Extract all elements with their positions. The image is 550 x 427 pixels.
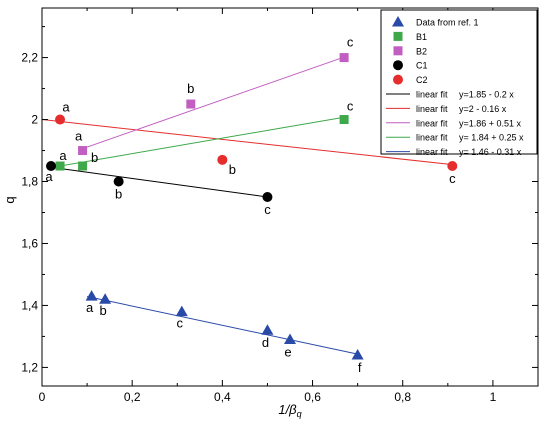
legend-fit-name: linear fit bbox=[416, 118, 448, 128]
x-tick-label: 0,2 bbox=[124, 390, 141, 404]
y-tick-label: 1,4 bbox=[21, 298, 38, 312]
legend-label: C1 bbox=[416, 61, 428, 71]
x-tick-label: 0,4 bbox=[214, 390, 231, 404]
data-point bbox=[217, 154, 228, 165]
legend-marker bbox=[393, 74, 403, 85]
data-point bbox=[55, 161, 65, 171]
data-point bbox=[78, 161, 88, 171]
legend-label: Data from ref. 1 bbox=[416, 18, 479, 28]
legend-fit-label: linear fit y= 1.46 - 0.31 x bbox=[416, 147, 522, 157]
data-point bbox=[55, 114, 66, 125]
fit-line bbox=[82, 56, 345, 150]
legend: Data from ref. 1 B1 B2 C1 C2 linear fit y=1.85… bbox=[380, 9, 538, 157]
legend-marker bbox=[392, 16, 404, 27]
point-label: c bbox=[449, 171, 456, 186]
plot-frame bbox=[41, 7, 539, 387]
point-label: b bbox=[115, 187, 122, 202]
legend-label: C2 bbox=[416, 75, 428, 85]
point-label: b bbox=[187, 81, 194, 96]
x-tick-label: 0,8 bbox=[394, 390, 411, 404]
legend-fit-name: linear fit bbox=[416, 147, 448, 157]
y-tick-label: 1,6 bbox=[21, 236, 38, 250]
y-axis-title: q bbox=[2, 196, 17, 203]
point-label: a bbox=[45, 169, 53, 184]
point-label: c bbox=[347, 35, 354, 50]
x-tick-label: 0,6 bbox=[304, 390, 321, 404]
x-tick-label: 0 bbox=[39, 390, 46, 404]
x-axis-title-main: 1/β bbox=[278, 402, 297, 417]
y-tick-label: 2 bbox=[31, 113, 38, 127]
legend-fit-label: linear fit y=2 - 0.16 x bbox=[416, 104, 507, 114]
fit-line bbox=[59, 116, 345, 167]
data-point bbox=[175, 305, 188, 317]
fit-line bbox=[50, 166, 268, 198]
legend-box bbox=[380, 9, 538, 155]
axis-ticks: 0 0,2 0,4 0,6 0,8 1 1,2 1,4 1,6 1,8 2 2,2 bbox=[21, 8, 539, 404]
legend-fit-equation: y=2 - 0.16 x bbox=[459, 104, 507, 114]
data-point bbox=[78, 146, 88, 156]
point-label: d bbox=[262, 335, 269, 350]
point-label: a bbox=[62, 100, 70, 115]
fit-lines bbox=[41, 56, 453, 355]
data-point bbox=[113, 176, 124, 187]
data-point bbox=[85, 290, 98, 301]
legend-marker bbox=[393, 46, 403, 56]
legend-marker bbox=[393, 31, 403, 41]
data-point bbox=[186, 99, 196, 109]
legend-fit-name: linear fit bbox=[416, 90, 448, 100]
data-point bbox=[99, 293, 112, 304]
fit-line bbox=[41, 119, 453, 166]
legend-marker bbox=[393, 60, 403, 71]
legend-fit-label: linear fit y=1.85 - 0.2 x bbox=[416, 90, 514, 100]
x-axis-title: 1/βq bbox=[278, 402, 301, 419]
fit-line bbox=[86, 295, 358, 355]
x-axis-title-subscript: q bbox=[297, 409, 302, 419]
point-label: f bbox=[358, 360, 362, 375]
data-point bbox=[262, 192, 273, 202]
legend-fit-name: linear fit bbox=[416, 133, 448, 143]
legend-label: B2 bbox=[416, 46, 427, 56]
legend-fit-equation: y= 1.46 - 0.31 x bbox=[459, 147, 522, 157]
point-label: b bbox=[91, 150, 98, 165]
point-label: c bbox=[347, 99, 354, 114]
legend-fit-label: linear fit y=1.86 + 0.51 x bbox=[416, 118, 522, 128]
point-label: e bbox=[284, 345, 291, 360]
data-point bbox=[46, 161, 57, 172]
point-label: b bbox=[100, 303, 107, 318]
legend-fit-equation: y=1.86 + 0.51 x bbox=[459, 118, 522, 128]
data-point bbox=[339, 115, 349, 125]
legend-fit-name: linear fit bbox=[416, 104, 448, 114]
data-point bbox=[284, 333, 296, 345]
y-tick-label: 1,2 bbox=[21, 360, 38, 374]
point-label: c bbox=[264, 202, 271, 217]
data-point bbox=[339, 53, 349, 63]
data-points bbox=[46, 53, 458, 360]
x-tick-label: 1 bbox=[490, 390, 497, 404]
legend-fit-equation: y= 1.84 + 0.25 x bbox=[459, 133, 524, 143]
point-label: a bbox=[59, 148, 67, 163]
point-label: a bbox=[75, 129, 83, 144]
data-point bbox=[351, 349, 364, 360]
data-point bbox=[447, 161, 458, 172]
legend-label: B1 bbox=[416, 32, 427, 42]
point-label: c bbox=[177, 316, 184, 331]
y-tick-label: 1,8 bbox=[21, 175, 38, 189]
point-label: a bbox=[86, 300, 94, 315]
legend-fit-label: linear fit y= 1.84 + 0.25 x bbox=[416, 133, 524, 143]
point-label: b bbox=[229, 162, 236, 177]
y-tick-label: 2,2 bbox=[21, 51, 38, 65]
legend-fit-equation: y=1.85 - 0.2 x bbox=[459, 90, 514, 100]
data-point bbox=[261, 324, 274, 335]
